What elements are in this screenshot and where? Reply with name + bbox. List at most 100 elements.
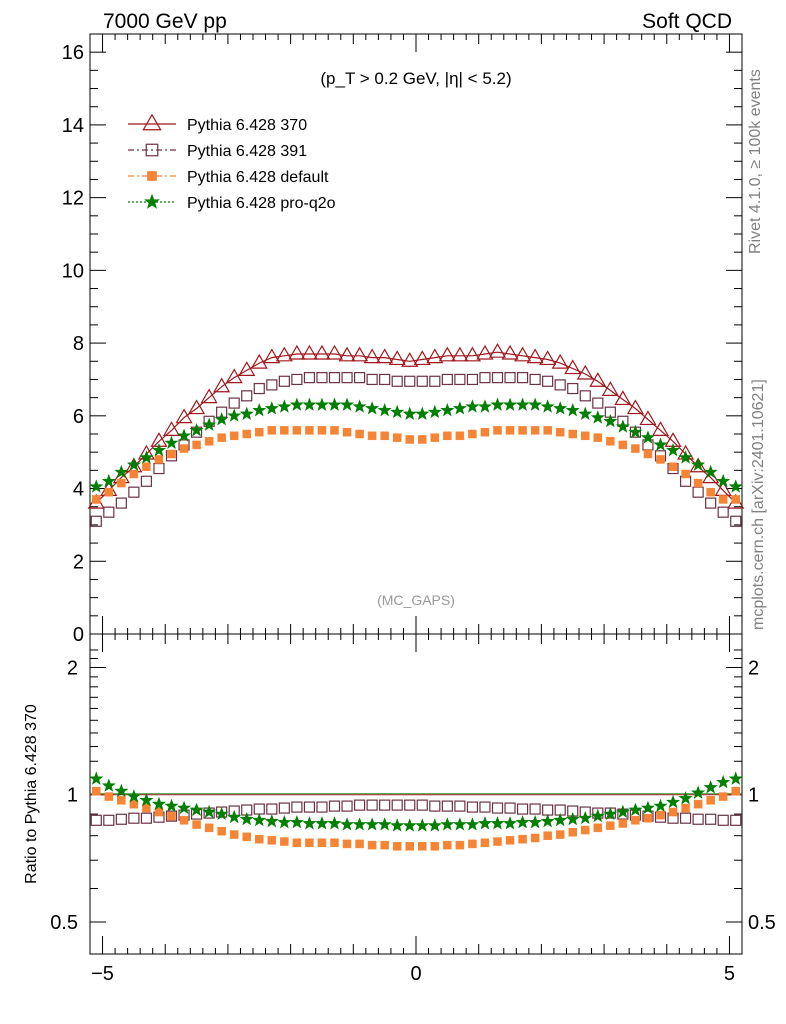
ratio-point-proq2o (553, 812, 568, 827)
data-point-proq2o (327, 397, 342, 411)
data-point-p391 (692, 486, 704, 498)
ratio-point-proq2o (503, 816, 518, 830)
ratio-point-proq2o (515, 815, 530, 829)
ratio-point-proq2o (540, 813, 555, 828)
ratio-point-proq2o (239, 811, 254, 826)
ratio-point-default (92, 786, 101, 796)
ratio-point-p391 (115, 813, 127, 825)
ratio-y-tick-label: 0.5 (50, 912, 78, 934)
main-y-tick-label: 12 (62, 188, 84, 210)
ratio-point-proq2o (252, 812, 267, 827)
data-point-default (154, 455, 164, 464)
ratio-series-p391 (90, 799, 742, 826)
data-point-proq2o (277, 399, 292, 413)
data-point-p370 (526, 348, 544, 364)
ratio-point-default (518, 834, 527, 844)
ratio-point-proq2o (615, 804, 630, 819)
ratio-point-p391 (429, 800, 441, 812)
data-point-p391 (466, 373, 479, 386)
ratio-point-p391 (291, 801, 303, 813)
data-point-default (280, 426, 289, 435)
data-point-p370 (288, 344, 306, 360)
mcplots-reference-label: mcplots.cern.ch [arXiv:2401.10621] (750, 379, 767, 630)
main-y-tick-label: 6 (73, 406, 84, 428)
ratio-point-proq2o (465, 817, 480, 831)
ratio-point-p391 (366, 799, 378, 811)
ratio-point-proq2o (578, 810, 593, 825)
ratio-point-default (179, 816, 189, 825)
data-point-proq2o (289, 397, 304, 411)
data-point-p391 (253, 382, 265, 395)
data-point-proq2o (415, 406, 430, 420)
data-point-p391 (128, 486, 140, 498)
data-point-p391 (316, 372, 328, 384)
data-point-p370 (225, 368, 243, 384)
data-point-p391 (504, 372, 516, 384)
main-panel: 0 2 4 6 8 10 12 14 16 (p_T > 0.2 GeV, |η| < 5.2)… (62, 33, 745, 646)
data-point-proq2o (503, 397, 518, 411)
data-point-default (543, 426, 552, 435)
ratio-point-default (142, 803, 151, 813)
data-point-p370 (338, 346, 356, 362)
data-point-p391 (454, 373, 466, 386)
ratio-point-default (104, 792, 114, 801)
data-point-default (505, 426, 515, 435)
data-point-proq2o (603, 413, 618, 428)
ratio-point-p391 (391, 799, 403, 811)
data-point-default (706, 487, 715, 497)
ratio-point-proq2o (603, 806, 618, 821)
data-point-p370 (188, 399, 206, 415)
ratio-point-default (292, 838, 302, 847)
data-point-p391 (579, 390, 591, 402)
main-y-tick-label: 2 (73, 551, 84, 573)
ratio-point-proq2o (289, 815, 304, 829)
data-point-default (530, 426, 540, 435)
data-point-default (430, 433, 440, 442)
legend-marker (147, 171, 157, 181)
data-point-p391 (516, 372, 529, 384)
data-point-proq2o (728, 479, 743, 493)
data-point-proq2o (89, 479, 104, 493)
ratio-point-proq2o (214, 806, 229, 821)
main-y-tick-label: 4 (73, 479, 84, 501)
ratio-series-default (92, 786, 740, 851)
data-point-proq2o (653, 437, 668, 451)
data-point-proq2o (691, 457, 706, 471)
ratio-point-proq2o (628, 802, 643, 817)
ratio-point-default (480, 838, 490, 847)
ratio-point-default (392, 842, 402, 851)
rivet-version-label: Rivet 4.1.0, ≥ 100k events (747, 69, 764, 254)
data-point-proq2o (314, 397, 329, 411)
ratio-point-default (255, 834, 264, 844)
ratio-point-default (117, 796, 126, 805)
data-point-p391 (341, 372, 353, 384)
data-point-p391 (328, 372, 341, 384)
ratio-point-default (643, 813, 653, 823)
ratio-panel: 0.5 0.5 1 1 2 2 −5 0 5 Ratio to Pythia 6.428 370 (23, 633, 776, 985)
data-point-proq2o (440, 402, 455, 417)
data-point-default (656, 455, 665, 464)
data-point-p370 (351, 346, 369, 362)
data-point-default (418, 435, 427, 444)
ratio-point-proq2o (177, 800, 192, 815)
ratio-point-p391 (730, 814, 742, 826)
ratio-point-proq2o (227, 809, 242, 824)
data-point-proq2o (114, 464, 129, 479)
cut-annotation: (p_T > 0.2 GeV, |η| < 5.2) (320, 69, 511, 88)
data-point-proq2o (202, 417, 217, 431)
data-point-proq2o (615, 419, 630, 433)
ratio-point-default (129, 799, 139, 809)
data-point-p370 (488, 342, 507, 358)
ratio-point-p391 (542, 804, 554, 816)
plot-title-left: 7000 GeV pp (103, 10, 227, 33)
ratio-point-default (631, 816, 640, 825)
data-point-proq2o (540, 399, 555, 413)
series-p370 (87, 342, 745, 509)
ratio-point-default (317, 838, 327, 847)
data-point-proq2o (716, 473, 731, 488)
ratio-point-default (593, 823, 603, 833)
data-point-default (718, 495, 728, 504)
ratio-point-proq2o (151, 796, 166, 811)
ratio-point-default (693, 799, 703, 809)
data-point-p370 (501, 344, 519, 360)
